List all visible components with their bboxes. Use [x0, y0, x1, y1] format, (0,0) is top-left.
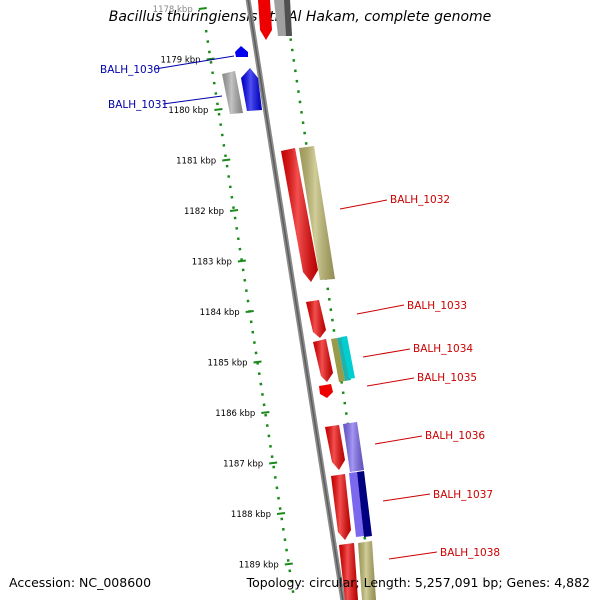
leader-line — [374, 435, 423, 445]
scale-tick — [214, 108, 223, 111]
scale-tick — [261, 411, 270, 414]
scale-tick — [269, 461, 278, 465]
scale-ticks: 1178 kbp 1179 kbp 1180 kbp 1181 kbp 1182 kbp… — [153, 5, 293, 571]
gene-feature-olive[interactable] — [331, 338, 345, 382]
backbone — [245, 0, 346, 600]
scale-tick-label: 1181 kbp — [176, 157, 216, 167]
gene-feature-cyan[interactable] — [341, 336, 355, 379]
scale-tick-label: 1182 kbp — [184, 207, 224, 217]
leader-line — [339, 199, 388, 210]
gene-label-balh-1030[interactable]: BALH_1030 — [100, 64, 160, 76]
scale-tick-label: 1179 kbp — [161, 56, 201, 66]
accession-text: Accession: NC_008600 — [9, 575, 152, 590]
scale-tick-label: 1189 kbp — [239, 561, 279, 571]
scale-tick — [229, 209, 239, 212]
gene-feature[interactable] — [258, 0, 272, 40]
gene-label-balh-1037[interactable]: BALH_1037 — [433, 489, 493, 501]
map-title: Bacillus thuringiensis str. Al Hakam, co… — [108, 9, 492, 25]
gene-feature[interactable] — [284, 0, 292, 36]
scale-tick-label: 1185 kbp — [207, 359, 247, 369]
scale-tick — [206, 57, 215, 61]
gene-feature-balh-1035[interactable] — [319, 384, 333, 398]
scale-tick — [284, 562, 293, 566]
scale-tick-label: 1180 kbp — [168, 106, 208, 116]
gene-feature-slate-2[interactable] — [349, 472, 364, 537]
scale-tick — [245, 310, 254, 313]
scale-ring-outer — [287, 27, 376, 600]
scale-tick — [222, 158, 231, 162]
leader-line — [382, 493, 431, 502]
scale-tick-label: 1188 kbp — [231, 510, 271, 520]
scale-tick — [253, 360, 262, 364]
genome-summary: Topology: circular; Length: 5,257,091 bp… — [246, 575, 590, 590]
gene-label-balh-1031[interactable]: BALH_1031 — [108, 99, 168, 111]
gene-label-balh-1032[interactable]: BALH_1032 — [390, 194, 450, 206]
leader-line — [366, 377, 415, 387]
leader-line — [388, 551, 438, 560]
leader-line — [362, 348, 411, 358]
gene-label-balh-1034[interactable]: BALH_1034 — [413, 343, 473, 355]
gene-feature-balh-1030[interactable] — [235, 46, 248, 57]
scale-tick-label: 1178 kbp — [153, 5, 193, 15]
leader-line — [154, 55, 235, 70]
scale-tick-label: 1187 kbp — [223, 460, 263, 470]
scale-tick — [237, 259, 246, 263]
scale-tick-label: 1183 kbp — [192, 258, 232, 268]
leader-line — [162, 95, 223, 105]
scale-tick-label: 1184 kbp — [200, 308, 240, 318]
gene-feature-navy[interactable] — [357, 471, 372, 537]
scale-tick-label: 1186 kbp — [215, 409, 255, 419]
scale-ring-inner — [204, 29, 296, 599]
leader-line — [356, 304, 405, 315]
scale-tick — [198, 7, 207, 10]
gene-label-balh-1033[interactable]: BALH_1033 — [407, 300, 467, 312]
gene-label-balh-1035[interactable]: BALH_1035 — [417, 372, 477, 384]
gene-label-balh-1038[interactable]: BALH_1038 — [440, 547, 500, 559]
gene-shading — [222, 68, 376, 600]
gene-labels: BALH_1030 BALH_1031 BALH_1032 BALH_1033 … — [100, 55, 500, 560]
gene-label-balh-1036[interactable]: BALH_1036 — [425, 430, 485, 442]
scale-tick — [276, 512, 286, 515]
